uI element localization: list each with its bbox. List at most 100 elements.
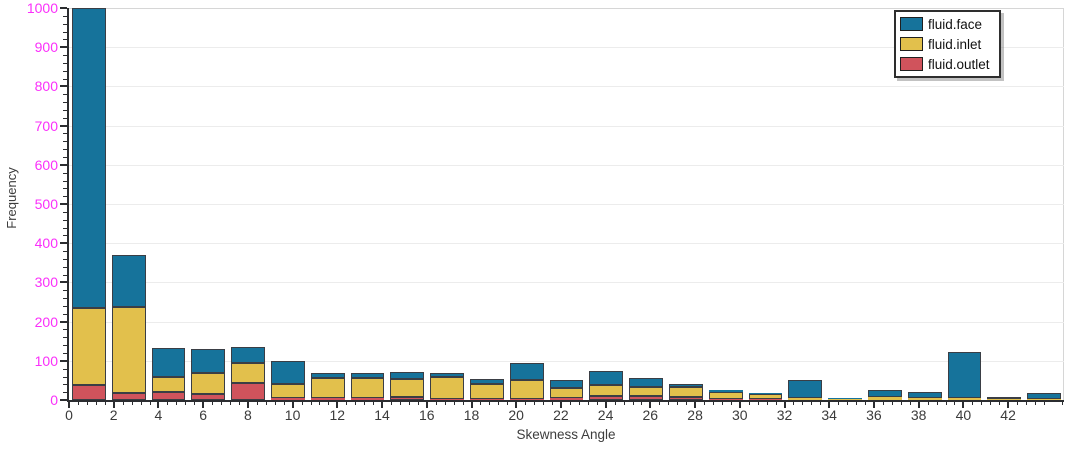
bar-segment-fluid.face[interactable]: [987, 396, 1022, 400]
bar-segment-fluid.face[interactable]: [509, 363, 544, 381]
bar-segment-fluid.outlet[interactable]: [390, 396, 425, 400]
x-minor-tick: [945, 402, 947, 405]
bar-segment-fluid.inlet[interactable]: [788, 397, 823, 400]
bar-segment-fluid.outlet[interactable]: [72, 385, 106, 400]
bar-segment-fluid.face[interactable]: [708, 389, 743, 393]
bar-segment-fluid.face[interactable]: [629, 378, 663, 387]
y-minor-tick: [63, 227, 67, 229]
bar-segment-fluid.inlet[interactable]: [868, 397, 902, 400]
x-tick-label: 24: [597, 407, 614, 423]
x-minor-tick: [587, 402, 589, 405]
bar-segment-fluid.face[interactable]: [549, 380, 584, 388]
bar-segment-fluid.outlet[interactable]: [629, 396, 663, 400]
y-minor-tick: [63, 70, 67, 72]
y-major-tick: [60, 359, 67, 362]
y-minor-tick: [63, 298, 67, 300]
y-major-tick: [60, 242, 67, 245]
bar-segment-fluid.inlet[interactable]: [430, 377, 464, 399]
bar-segment-fluid.face[interactable]: [589, 371, 624, 386]
bar-segment-fluid.outlet[interactable]: [708, 399, 743, 401]
bar-segment-fluid.face[interactable]: [151, 347, 186, 377]
y-minor-tick: [63, 39, 67, 41]
bar-segment-fluid.outlet[interactable]: [669, 396, 703, 400]
bar-segment-fluid.face[interactable]: [788, 380, 823, 398]
bar-segment-fluid.inlet[interactable]: [987, 399, 1022, 401]
bar-segment-fluid.inlet[interactable]: [708, 392, 743, 400]
bar-segment-fluid.inlet[interactable]: [509, 380, 544, 399]
bar-segment-fluid.face[interactable]: [669, 384, 703, 387]
bar-segment-fluid.outlet[interactable]: [231, 382, 265, 400]
bar-segment-fluid.inlet[interactable]: [350, 378, 385, 398]
bar-segment-fluid.face[interactable]: [231, 346, 265, 364]
bar-segment-fluid.outlet[interactable]: [470, 398, 504, 400]
x-major-tick: [559, 402, 562, 408]
x-minor-tick: [1026, 402, 1027, 405]
x-minor-tick: [686, 402, 688, 405]
bar-segment-fluid.face[interactable]: [868, 390, 902, 398]
bar-segment-fluid.outlet[interactable]: [430, 398, 464, 400]
x-minor-tick: [444, 402, 446, 405]
x-minor-tick: [757, 402, 759, 405]
bar-segment-fluid.face[interactable]: [1027, 392, 1061, 400]
bar-segment-fluid.inlet[interactable]: [828, 398, 862, 400]
legend-item-fluid.face[interactable]: fluid.face: [900, 14, 990, 34]
bar-segment-fluid.outlet[interactable]: [350, 398, 385, 400]
bar-segment-fluid.inlet[interactable]: [549, 387, 584, 399]
legend-item-fluid.inlet[interactable]: fluid.inlet: [900, 34, 990, 54]
bar-segment-fluid.face[interactable]: [748, 392, 783, 394]
bar-segment-fluid.inlet[interactable]: [589, 385, 624, 397]
x-tick-label: 20: [508, 407, 524, 423]
bar-segment-fluid.face[interactable]: [390, 371, 425, 380]
x-tick-label: 28: [687, 407, 703, 423]
bar-segment-fluid.face[interactable]: [72, 8, 106, 308]
bar-segment-fluid.face[interactable]: [947, 352, 982, 398]
bar-segment-fluid.inlet[interactable]: [907, 398, 942, 400]
bar-segment-fluid.inlet[interactable]: [111, 307, 146, 393]
bar-segment-fluid.face[interactable]: [350, 372, 385, 379]
bar-segment-fluid.face[interactable]: [271, 361, 305, 384]
bar-segment-fluid.outlet[interactable]: [748, 399, 783, 401]
y-minor-tick: [63, 329, 67, 331]
bar-segment-fluid.outlet[interactable]: [549, 398, 584, 400]
bar-segment-fluid.face[interactable]: [907, 392, 942, 399]
bar-segment-fluid.inlet[interactable]: [390, 379, 425, 397]
bar-segment-fluid.outlet[interactable]: [111, 392, 146, 400]
bar-segment-fluid.face[interactable]: [310, 372, 345, 379]
bar-segment-fluid.outlet[interactable]: [310, 398, 345, 400]
x-minor-tick: [391, 402, 392, 405]
bar-segment-fluid.inlet[interactable]: [947, 397, 982, 400]
bar-segment-fluid.face[interactable]: [111, 255, 146, 308]
bar-segment-fluid.inlet[interactable]: [470, 384, 504, 399]
x-tick-label: 4: [154, 407, 163, 423]
bar-segment-fluid.outlet[interactable]: [509, 398, 544, 400]
bar-segment-fluid.inlet[interactable]: [151, 376, 186, 393]
bar-segment-fluid.inlet[interactable]: [310, 378, 345, 398]
bar-segment-fluid.inlet[interactable]: [231, 363, 265, 383]
x-tick-label: 18: [463, 407, 480, 423]
bar-segment-fluid.outlet[interactable]: [191, 394, 226, 400]
bar-segment-fluid.face[interactable]: [191, 348, 226, 374]
bar-segment-fluid.outlet[interactable]: [151, 392, 186, 400]
bar-segment-fluid.inlet[interactable]: [191, 373, 226, 395]
bar-segment-fluid.outlet[interactable]: [271, 397, 305, 400]
legend-item-fluid.outlet[interactable]: fluid.outlet: [900, 54, 990, 74]
bar-segment-fluid.inlet[interactable]: [1027, 399, 1061, 401]
y-major-tick: [60, 85, 67, 88]
bar-segment-fluid.face[interactable]: [828, 398, 862, 400]
bar-segment-fluid.inlet[interactable]: [629, 386, 663, 397]
x-minor-tick: [525, 402, 527, 405]
x-tick-label: 2: [109, 407, 118, 423]
bar-segment-fluid.outlet[interactable]: [589, 396, 624, 400]
bar-segment-fluid.face[interactable]: [470, 378, 504, 385]
x-minor-tick: [167, 402, 169, 405]
bar-segment-fluid.inlet[interactable]: [669, 387, 703, 397]
x-major-tick: [291, 402, 294, 408]
bar-segment-fluid.face[interactable]: [430, 373, 464, 378]
bar-segment-fluid.inlet[interactable]: [748, 393, 783, 400]
x-minor-tick: [721, 402, 723, 405]
x-major-tick: [68, 402, 70, 408]
bar-segment-fluid.inlet[interactable]: [271, 383, 305, 398]
x-minor-tick: [623, 402, 625, 405]
x-minor-tick: [489, 402, 491, 405]
bar-segment-fluid.inlet[interactable]: [72, 307, 106, 386]
